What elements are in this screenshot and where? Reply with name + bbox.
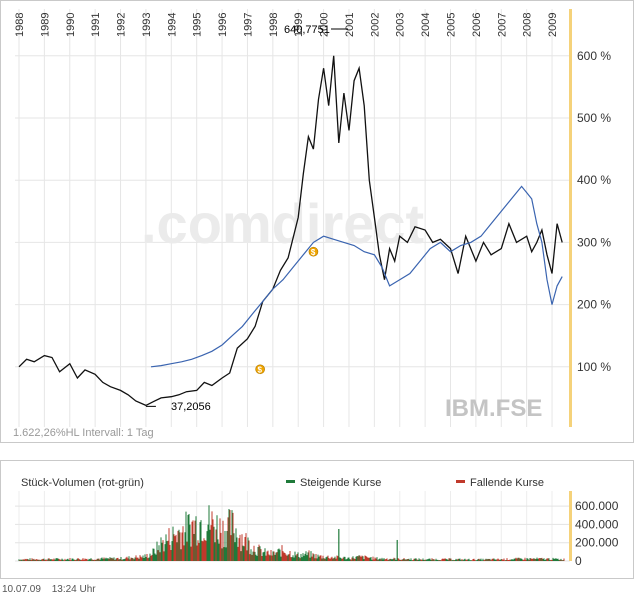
- y-tick-label: 200 %: [577, 298, 611, 312]
- x-tick-label: 1990: [65, 13, 77, 37]
- volume-title: Stück-Volumen (rot-grün): [21, 477, 144, 489]
- symbol-label: IBM.FSE: [445, 395, 542, 422]
- x-tick-label: 1991: [90, 13, 102, 37]
- legend-label-falling: Fallende Kurse: [470, 477, 544, 489]
- x-tick-label: 2003: [395, 13, 407, 37]
- y-tick-label: 500 %: [577, 111, 611, 125]
- volume-chart-panel: Stück-Volumen (rot-grün) Steigende Kurse F…: [0, 460, 634, 579]
- current-year-highlight: [569, 9, 572, 427]
- legend-label-rising: Steigende Kurse: [300, 477, 381, 489]
- price-chart-panel: 1988 1989 1990 1991 1992 1993 1994 1995 1996 1997…: [0, 0, 634, 443]
- legend-swatch-rising: [286, 480, 295, 483]
- interval-info: 1.622,26%HL Intervall: 1 Tag: [13, 427, 154, 439]
- min-label: 37,2056: [171, 401, 211, 413]
- dividend-marker-icon: [308, 246, 319, 257]
- x-tick-label: 1989: [39, 13, 51, 37]
- x-tick-label: 1988: [14, 13, 26, 37]
- y-tick-label: 100 %: [577, 360, 611, 374]
- volume-y-tick-label: 0: [575, 554, 582, 568]
- x-tick-label: 2004: [420, 13, 432, 37]
- x-tick-label: 2009: [547, 13, 559, 37]
- x-tick-label: 2007: [496, 13, 508, 37]
- volume-current-year-highlight: [569, 491, 572, 561]
- dividend-marker-glyph: $: [311, 248, 316, 257]
- x-tick-label: 1998: [268, 13, 280, 37]
- dividend-marker-icon: [255, 364, 265, 375]
- x-tick-label: 2005: [446, 13, 458, 37]
- x-tick-label: 2006: [471, 13, 483, 37]
- x-tick-label: 2002: [369, 13, 381, 37]
- volume-y-tick-label: 200.000: [575, 536, 619, 550]
- x-tick-label: 1993: [141, 13, 153, 37]
- footer-date: 10.07.09: [2, 584, 41, 595]
- x-tick-label: 1996: [217, 13, 229, 37]
- volume-chart: Stück-Volumen (rot-grün) Steigende Kurse F…: [15, 477, 619, 568]
- legend-swatch-falling: [456, 480, 465, 483]
- volume-y-tick-label: 600.000: [575, 499, 619, 513]
- y-tick-label: 300 %: [577, 235, 611, 249]
- y-tick-label: 600 %: [577, 49, 611, 63]
- x-tick-label: 1992: [116, 13, 128, 37]
- x-tick-label: 1994: [166, 13, 178, 37]
- watermark: .comdirect: [141, 192, 424, 255]
- price-line-comparison: [150, 185, 563, 368]
- x-tick-label: 1997: [242, 13, 254, 37]
- x-tick-label: 2000: [319, 13, 331, 37]
- y-tick-label: 400 %: [577, 173, 611, 187]
- x-tick-label: 2008: [522, 13, 534, 37]
- x-tick-label: 1999: [293, 13, 305, 37]
- volume-y-tick-label: 400.000: [575, 517, 619, 531]
- price-chart: 1988 1989 1990 1991 1992 1993 1994 1995 1996 1997…: [13, 9, 611, 439]
- x-tick-label: 2001: [344, 13, 356, 37]
- max-label: 640,7751: [284, 24, 330, 36]
- dividend-marker-glyph: $: [258, 366, 263, 375]
- x-tick-label: 1995: [192, 13, 204, 37]
- footer: 10.07.09 13:24 Uhr: [2, 584, 104, 595]
- price-line-ibm: [18, 55, 563, 407]
- footer-time: 13:24 Uhr: [51, 584, 96, 595]
